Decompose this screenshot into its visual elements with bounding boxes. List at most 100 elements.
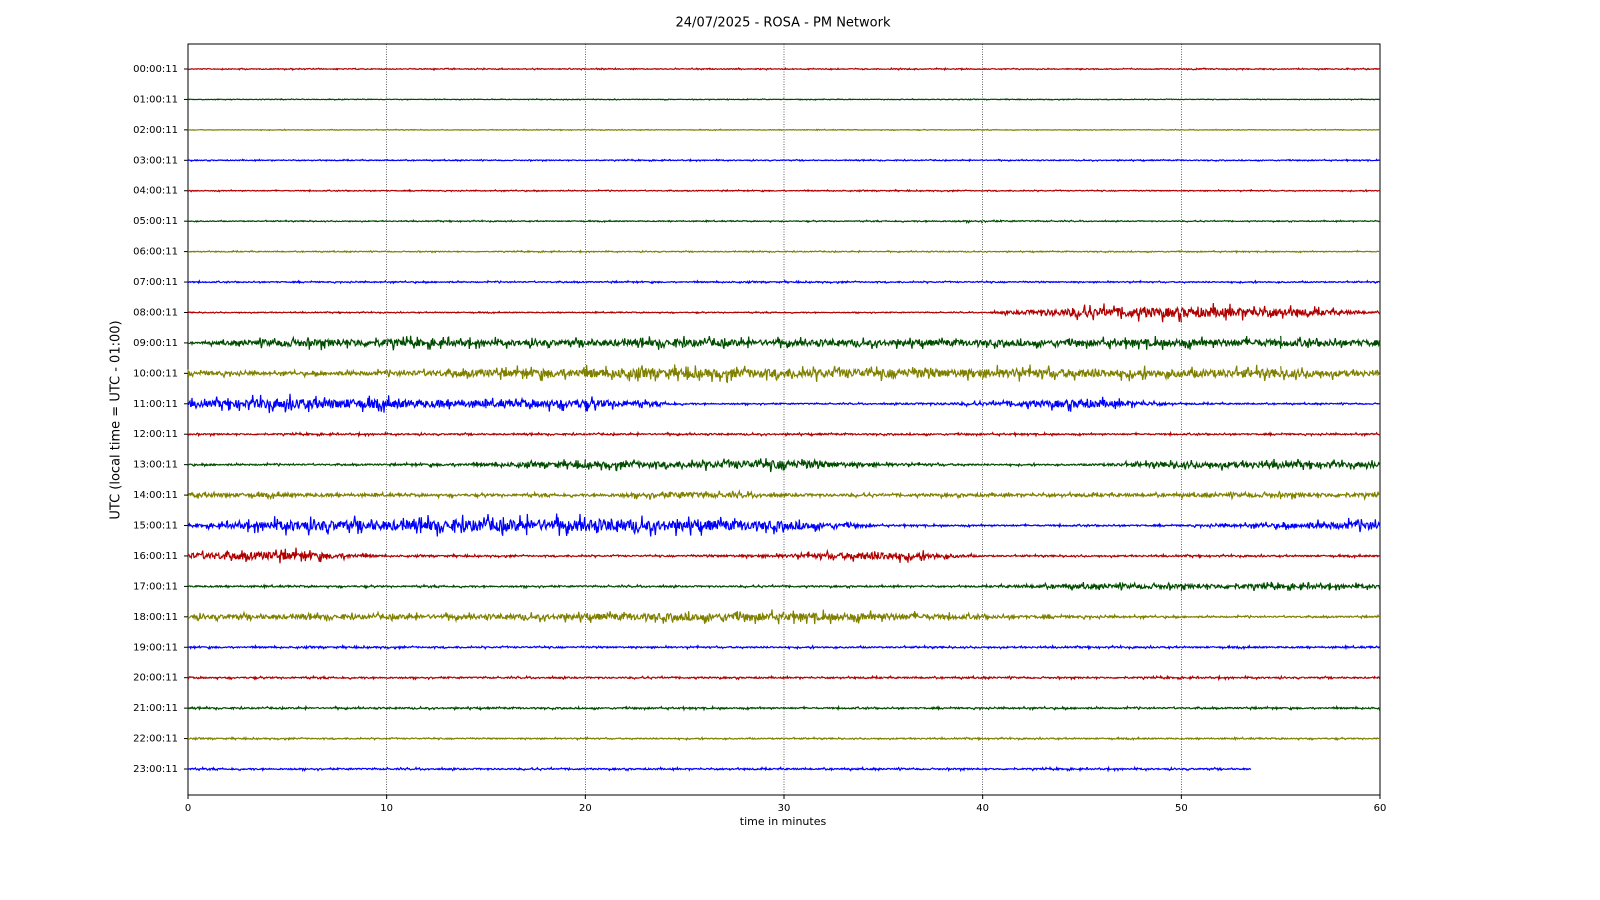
seismic-trace (386, 612, 487, 624)
seismic-trace (386, 219, 487, 224)
seismic-trace (286, 490, 388, 499)
seismic-trace (684, 583, 785, 589)
seismic-trace (485, 128, 586, 132)
seismic-trace (783, 311, 884, 315)
seismic-trace (882, 611, 984, 622)
seismic-trace (982, 338, 1083, 350)
seismic-trace (485, 553, 586, 559)
seismic-trace (1280, 67, 1381, 71)
seismic-trace (982, 552, 1083, 559)
y-tick-label: 00:00:11 (133, 64, 178, 75)
seismic-trace (585, 128, 685, 132)
seismic-trace (1280, 736, 1381, 742)
seismic-trace (783, 583, 884, 590)
seismic-trace (1180, 364, 1282, 381)
seismic-trace (783, 765, 884, 772)
seismic-trace (1081, 705, 1182, 711)
seismic-trace (684, 704, 785, 712)
seismic-trace (585, 97, 685, 101)
seismic-trace (485, 310, 586, 315)
seismic-trace (1280, 98, 1381, 101)
seismic-trace (1280, 249, 1381, 254)
seismic-trace (1280, 188, 1381, 193)
seismic-trace (1180, 302, 1282, 321)
x-axis-label: time in minutes (740, 815, 827, 828)
seismic-trace (783, 457, 884, 471)
seismic-trace (982, 249, 1083, 254)
seismic-trace (187, 67, 288, 71)
seismic-trace (1280, 613, 1381, 620)
seismic-trace (386, 310, 487, 315)
seismic-trace (287, 219, 388, 223)
seismic-trace (684, 402, 785, 407)
seismic-trace (485, 766, 586, 772)
seismic-trace (485, 279, 586, 284)
seismic-trace (485, 365, 586, 382)
seismic-trace (1081, 490, 1182, 499)
seismic-trace (1081, 336, 1182, 350)
seismic-trace (1280, 458, 1381, 471)
seismic-trace (982, 280, 1083, 285)
seismic-trace (1081, 158, 1182, 163)
seismic-trace (882, 97, 984, 101)
seismic-trace (585, 736, 685, 741)
seismic-trace (783, 704, 884, 712)
seismic-trace (485, 396, 586, 412)
seismic-trace (783, 128, 884, 132)
seismic-trace (783, 188, 884, 193)
seismic-trace (485, 513, 586, 536)
seismic-trace (1280, 581, 1381, 591)
seismic-trace (883, 674, 984, 681)
seismic-trace (1081, 736, 1182, 742)
seismic-trace (187, 583, 288, 590)
seismic-trace (585, 430, 686, 438)
seismic-trace (1181, 219, 1281, 223)
seismic-trace (187, 310, 288, 315)
seismic-trace (982, 364, 1083, 382)
seismic-trace (287, 643, 387, 651)
seismic-trace (882, 550, 984, 563)
seismic-trace (485, 490, 586, 499)
seismic-trace (584, 766, 685, 772)
seismic-trace (386, 552, 487, 559)
seismic-trace (386, 335, 487, 351)
seismic-trace (1180, 249, 1281, 254)
seismic-trace (584, 310, 685, 315)
seismic-trace (485, 584, 586, 590)
seismic-trace (882, 735, 983, 742)
seismic-trace (485, 219, 586, 224)
seismic-trace (982, 490, 1083, 500)
seismic-trace (783, 365, 884, 382)
seismic-trace (1081, 581, 1182, 591)
seismic-trace (485, 249, 586, 254)
y-axis-label: UTC (local time = UTC - 01:00) (109, 320, 124, 519)
seismic-trace (1081, 459, 1182, 470)
seismic-trace (1081, 303, 1182, 323)
seismic-trace (883, 491, 984, 500)
y-tick-label: 02:00:11 (133, 125, 178, 136)
seismic-trace (684, 516, 785, 536)
seismic-trace (386, 705, 487, 712)
seismic-trace (584, 279, 685, 285)
seismic-trace (1181, 67, 1281, 71)
seismic-trace (982, 219, 1083, 224)
y-tick-label: 04:00:11 (133, 186, 178, 197)
seismic-trace (684, 765, 785, 772)
seismic-trace (1180, 490, 1282, 501)
seismic-trace (187, 610, 288, 623)
seismic-trace (1181, 521, 1281, 530)
seismic-trace (783, 249, 884, 254)
seismic-trace (982, 398, 1083, 412)
y-tick-label: 20:00:11 (133, 673, 178, 684)
seismic-trace (187, 97, 288, 101)
seismic-trace (684, 335, 785, 349)
seismic-trace (1181, 766, 1252, 772)
seismic-trace (882, 310, 983, 314)
y-tick-label: 03:00:11 (133, 155, 178, 166)
seismic-trace (1081, 128, 1182, 132)
seismic-trace (187, 705, 288, 711)
y-tick-label: 15:00:11 (133, 521, 178, 532)
y-tick-label: 12:00:11 (133, 429, 178, 440)
seismic-trace (287, 279, 387, 285)
